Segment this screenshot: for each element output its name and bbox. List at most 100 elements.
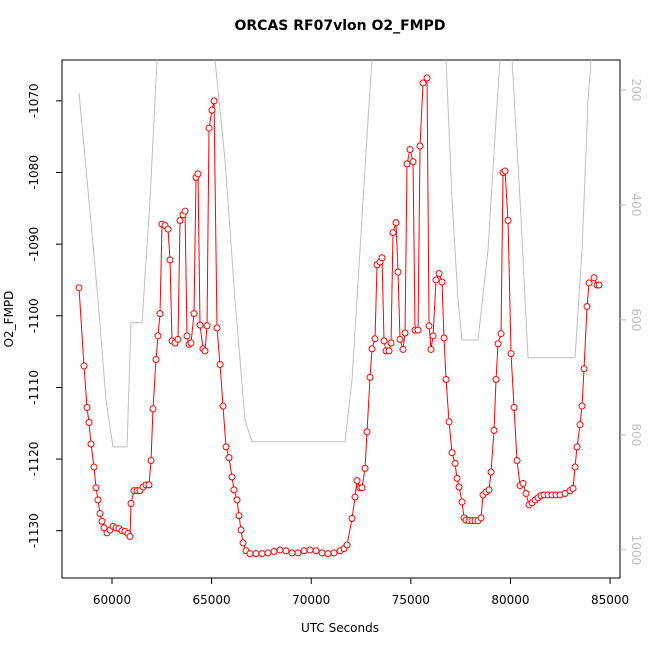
data-point bbox=[149, 405, 157, 413]
data-point bbox=[194, 170, 202, 178]
data-point bbox=[294, 549, 302, 557]
data-point bbox=[225, 454, 233, 462]
data-point bbox=[435, 270, 443, 278]
data-point bbox=[87, 440, 95, 448]
data-point bbox=[513, 457, 521, 465]
data-point bbox=[75, 284, 83, 292]
y2-tick-label: 800 bbox=[629, 423, 643, 446]
data-point bbox=[85, 419, 93, 427]
data-point bbox=[205, 124, 213, 132]
data-point bbox=[389, 229, 397, 237]
data-point bbox=[154, 332, 162, 340]
data-point bbox=[201, 347, 209, 355]
data-point bbox=[501, 167, 509, 175]
data-point bbox=[222, 443, 230, 451]
data-point bbox=[583, 302, 591, 310]
data-point bbox=[440, 334, 448, 342]
data-point bbox=[181, 207, 189, 215]
data-point bbox=[318, 549, 326, 557]
data-point bbox=[190, 310, 198, 318]
data-point bbox=[166, 256, 174, 264]
data-point bbox=[187, 339, 195, 347]
data-point bbox=[595, 281, 603, 289]
data-point bbox=[385, 347, 393, 355]
data-point bbox=[432, 276, 440, 284]
data-point bbox=[401, 329, 409, 337]
data-point bbox=[427, 345, 435, 353]
data-point bbox=[580, 365, 588, 373]
data-point bbox=[590, 274, 598, 282]
data-point bbox=[438, 278, 446, 286]
y-tick-label: -1120 bbox=[27, 442, 41, 477]
data-point bbox=[380, 337, 388, 345]
y2-tick-label: 200 bbox=[629, 78, 643, 101]
data-point bbox=[353, 477, 361, 485]
data-point bbox=[585, 279, 593, 287]
data-point bbox=[270, 547, 278, 555]
data-point bbox=[490, 426, 498, 434]
y-tick-label: -1070 bbox=[27, 83, 41, 118]
data-point bbox=[507, 350, 515, 358]
data-point bbox=[442, 376, 450, 384]
data-point bbox=[371, 335, 379, 343]
data-point bbox=[233, 496, 241, 504]
data-point bbox=[455, 483, 463, 491]
data-point bbox=[83, 403, 91, 411]
data-point bbox=[252, 550, 260, 558]
data-point bbox=[394, 268, 402, 276]
data-point bbox=[571, 463, 579, 471]
data-point bbox=[453, 474, 461, 482]
data-point bbox=[403, 160, 411, 168]
x-axis-label: UTC Seconds bbox=[301, 621, 379, 635]
data-point bbox=[368, 345, 376, 353]
data-point bbox=[145, 481, 153, 489]
data-point bbox=[96, 510, 104, 518]
x-tick-label: 70000 bbox=[292, 593, 330, 607]
data-point bbox=[100, 524, 108, 532]
data-point bbox=[409, 158, 417, 166]
y-axis-label: O2_FMPD bbox=[2, 291, 16, 348]
data-point bbox=[94, 496, 102, 504]
data-point bbox=[208, 106, 216, 114]
data-point bbox=[576, 421, 584, 429]
data-point bbox=[196, 321, 204, 329]
data-point bbox=[448, 449, 456, 457]
data-point bbox=[358, 484, 366, 492]
data-point bbox=[219, 402, 227, 410]
data-point bbox=[300, 547, 308, 555]
y-tick-label: -1090 bbox=[27, 227, 41, 262]
data-point bbox=[494, 340, 502, 348]
data-point bbox=[306, 546, 314, 554]
data-point bbox=[282, 547, 290, 555]
data-point bbox=[80, 362, 88, 370]
y-tick-label: -1130 bbox=[27, 513, 41, 548]
data-point bbox=[237, 526, 245, 534]
data-point bbox=[423, 74, 431, 82]
data-point bbox=[92, 484, 100, 492]
data-point bbox=[387, 339, 395, 347]
data-point bbox=[246, 550, 254, 558]
data-point bbox=[183, 332, 191, 340]
y2-tick-label: 600 bbox=[629, 308, 643, 331]
data-point bbox=[258, 550, 266, 558]
data-point bbox=[396, 335, 404, 343]
data-point bbox=[399, 345, 407, 353]
data-point bbox=[425, 322, 433, 330]
data-point bbox=[485, 486, 493, 494]
data-point bbox=[156, 310, 164, 318]
data-point bbox=[392, 219, 400, 227]
y-tick-label: -1100 bbox=[27, 298, 41, 333]
chart-title: ORCAS RF07vlon O2_FMPD bbox=[235, 18, 446, 34]
data-point bbox=[458, 498, 466, 506]
data-point bbox=[416, 142, 424, 150]
data-point bbox=[378, 254, 386, 262]
data-point bbox=[288, 549, 296, 557]
data-point bbox=[324, 550, 332, 558]
data-point bbox=[522, 489, 530, 497]
data-point bbox=[203, 322, 211, 330]
data-point bbox=[406, 146, 414, 154]
data-point bbox=[414, 326, 422, 334]
data-point bbox=[487, 468, 495, 476]
